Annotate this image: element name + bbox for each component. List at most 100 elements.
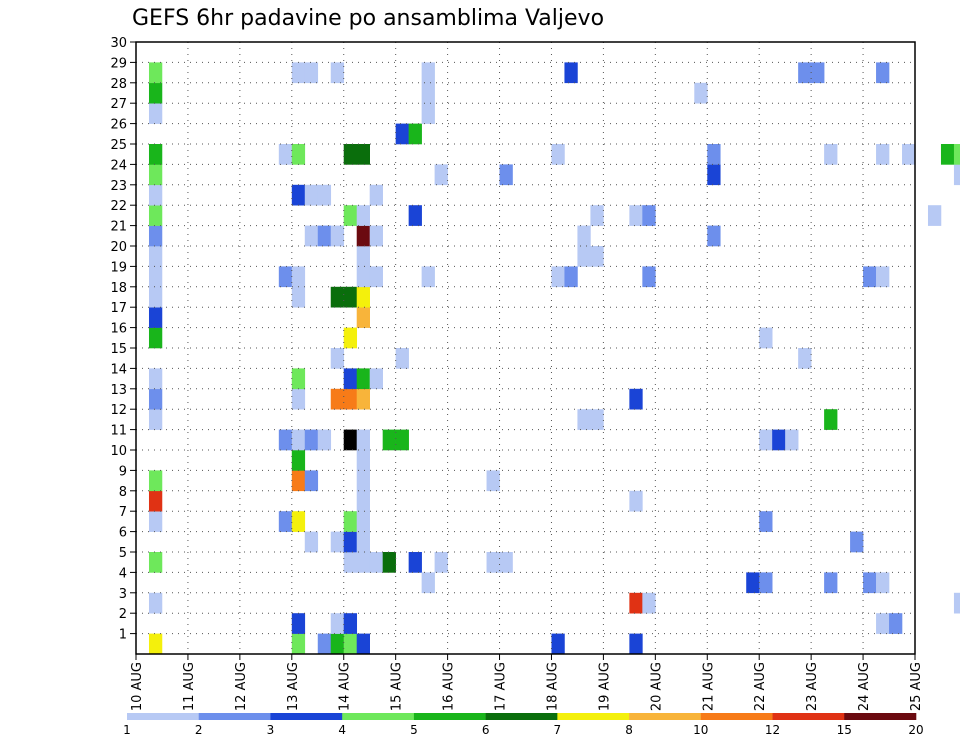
heatmap-cell	[356, 490, 370, 512]
legend-label: 20	[908, 723, 923, 737]
legend-label: 4	[338, 723, 346, 737]
x-tick-label: 22 AUG	[753, 662, 768, 711]
heatmap-cell	[369, 368, 383, 390]
heatmap-cell	[421, 82, 435, 104]
heatmap-cell	[291, 184, 306, 206]
heatmap-cell	[291, 286, 306, 308]
heatmap-cell	[148, 103, 163, 124]
heatmap-cell	[291, 470, 306, 492]
heatmap-cell	[304, 184, 319, 206]
legend-swatch	[557, 713, 630, 720]
y-tick-label: 21	[110, 220, 127, 235]
legend-swatch	[342, 713, 415, 720]
heatmap-cell	[278, 144, 293, 165]
heatmap-cell	[707, 144, 721, 165]
heatmap-cell	[304, 225, 319, 247]
heatmap-cell	[551, 144, 565, 165]
heatmap-cell	[876, 62, 890, 84]
heatmap-cell	[356, 246, 370, 267]
heatmap-cell	[927, 205, 942, 226]
heatmap-cell	[330, 62, 345, 84]
x-tick-label: 21 AUG	[701, 662, 716, 711]
heatmap-cell	[590, 409, 604, 430]
x-tick-label: 15 AUG	[390, 662, 405, 711]
heatmap-cell	[356, 307, 370, 328]
heatmap-cell	[343, 144, 358, 165]
heatmap-cell	[369, 184, 383, 206]
heatmap-cell	[642, 592, 656, 614]
y-tick-label: 15	[110, 342, 127, 357]
y-tick-label: 29	[110, 56, 127, 71]
heatmap-cell	[148, 490, 163, 512]
heatmap-cell	[902, 144, 916, 165]
legend-swatch	[629, 713, 702, 720]
heatmap-cell	[772, 429, 786, 451]
legend-label: 5	[410, 723, 418, 737]
heatmap-cell	[291, 450, 306, 471]
heatmap-cell	[395, 348, 409, 369]
heatmap-cell	[434, 552, 448, 573]
heatmap-cell	[824, 572, 838, 594]
heatmap-cell	[577, 246, 591, 267]
heatmap-cell	[148, 592, 163, 614]
legend-label: 7	[554, 723, 562, 737]
x-tick-label: 25 AUG	[909, 662, 924, 711]
heatmap-cell	[395, 123, 409, 145]
heatmap-cell	[356, 368, 370, 390]
heatmap-cell	[304, 62, 319, 84]
heatmap-cell	[577, 225, 591, 247]
heatmap-cell	[421, 572, 435, 594]
x-tick-label: 18 AUG	[545, 662, 560, 711]
heatmap-cell	[499, 552, 513, 573]
heatmap-cell	[486, 470, 500, 492]
heatmap-cell	[148, 511, 163, 532]
heatmap-cell	[356, 552, 370, 573]
heatmap-cell	[356, 633, 370, 655]
legend-label: 15	[837, 723, 852, 737]
heatmap-cell	[291, 144, 306, 165]
heatmap-cell	[148, 327, 163, 349]
y-tick-label: 5	[119, 546, 127, 561]
heatmap-cell	[291, 62, 306, 84]
heatmap-cell	[304, 531, 319, 553]
heatmap-cell	[811, 62, 825, 84]
heatmap-cell	[356, 266, 370, 288]
heatmap-cell	[291, 511, 306, 532]
heatmap-cell	[551, 266, 565, 288]
heatmap-cell	[148, 246, 163, 267]
legend-label: 8	[625, 723, 633, 737]
heatmap-cell	[434, 164, 448, 186]
heatmap-cell	[356, 286, 370, 308]
heatmap-cell	[343, 531, 358, 553]
x-tick-label: 19 AUG	[597, 662, 612, 711]
heatmap-cell	[330, 633, 345, 655]
heatmap-cell	[291, 388, 306, 410]
heatmap-cell	[408, 552, 422, 573]
heatmap-cell	[343, 511, 358, 532]
heatmap-cell	[876, 144, 890, 165]
y-tick-label: 27	[110, 97, 127, 112]
heatmap-cell	[343, 429, 358, 451]
heatmap-cell	[356, 144, 370, 165]
heatmap-cell	[850, 531, 864, 553]
heatmap-cell	[330, 613, 345, 634]
legend-swatch	[270, 713, 343, 720]
heatmap-cell	[291, 633, 306, 655]
y-tick-label: 25	[110, 138, 127, 153]
heatmap-cell	[876, 572, 890, 594]
heatmap-cell	[356, 225, 370, 247]
y-tick-label: 20	[110, 240, 127, 255]
heatmap-cell	[421, 266, 435, 288]
heatmap-cell	[148, 552, 163, 573]
y-tick-label: 24	[110, 158, 127, 173]
legend-swatch	[700, 713, 773, 720]
y-tick-label: 14	[110, 362, 127, 377]
y-tick-label: 30	[110, 36, 127, 51]
heatmap-cell	[863, 266, 877, 288]
heatmap-cell	[629, 592, 643, 614]
heatmap-cell	[759, 572, 773, 594]
heatmap-cell	[382, 552, 396, 573]
y-tick-label: 8	[119, 485, 127, 500]
heatmap-cell	[317, 429, 332, 451]
